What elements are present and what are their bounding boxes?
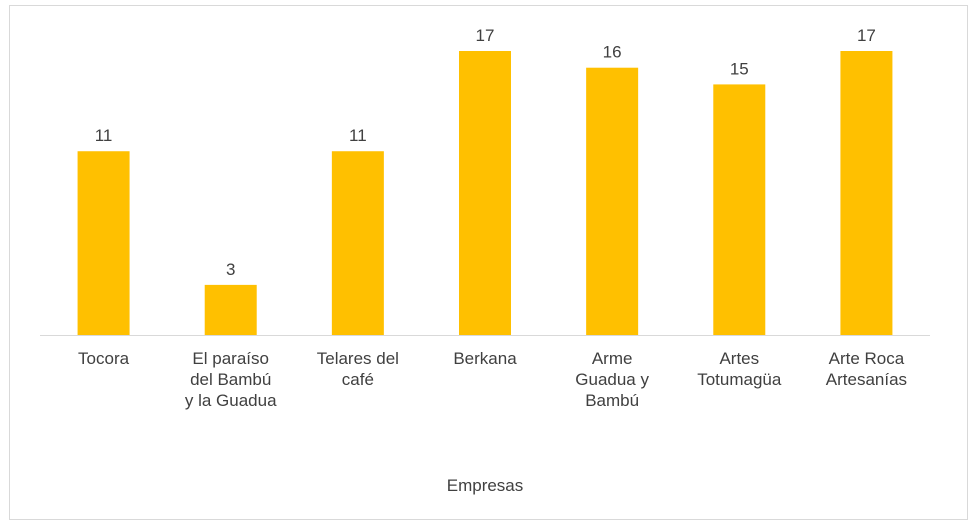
x-tick-label: El paraíso del Bambú y la Guadua (184, 349, 277, 410)
x-tick-label: Tocora (78, 349, 130, 368)
data-label: 17 (857, 26, 876, 45)
bar (840, 51, 893, 335)
x-tick-label: Artes Totumagüa (697, 349, 782, 389)
data-label: 11 (95, 126, 113, 145)
bar (713, 84, 766, 335)
data-label: 3 (226, 260, 235, 279)
x-tick-label: Telares del café (316, 349, 399, 389)
x-tick-label: Arte Roca Artesanías (825, 349, 908, 389)
data-label: 17 (476, 26, 495, 45)
x-tick-label: Arme Guadua y Bambú (575, 349, 649, 410)
x-tick-label: Berkana (453, 349, 517, 368)
bar (586, 67, 639, 336)
data-label: 16 (603, 43, 622, 62)
bar (459, 51, 511, 335)
data-label: 15 (730, 59, 749, 78)
bar (331, 151, 384, 335)
data-label: 11 (349, 126, 367, 145)
chart-border (9, 5, 968, 520)
bar (77, 151, 130, 335)
x-axis-title: Empresas (446, 476, 524, 495)
bar (204, 284, 257, 335)
